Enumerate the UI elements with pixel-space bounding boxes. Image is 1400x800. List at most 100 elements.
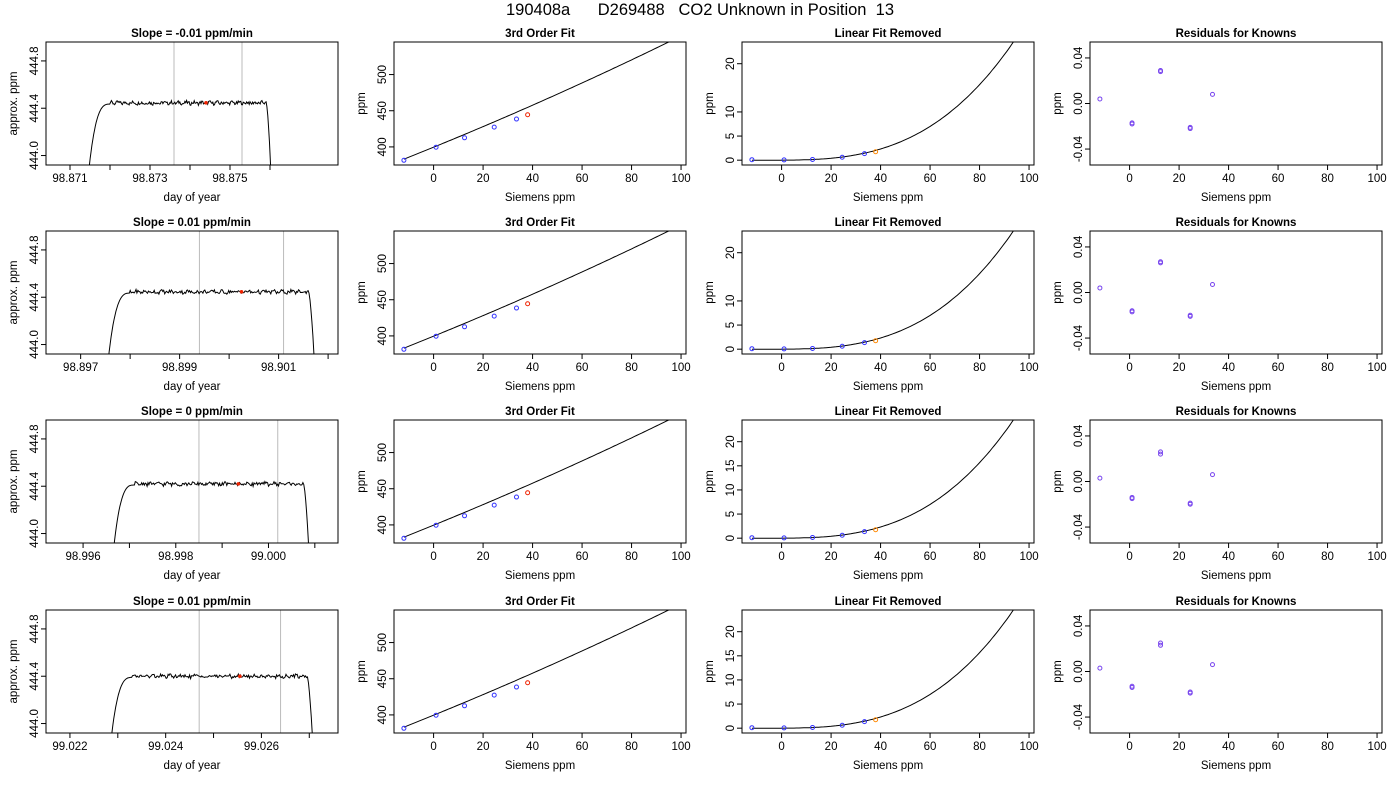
x-tick-label: 40 [526,173,539,185]
x-axis-label: Siemens ppm [1201,192,1271,204]
known-point [810,724,816,730]
y-axis-label: ppm [356,470,368,492]
x-axis-label: Siemens ppm [853,381,923,393]
y-tick-label: 444.0 [29,330,41,359]
residual-point [1158,642,1164,648]
x-tick-label: 80 [625,741,638,753]
y-tick-label: 5 [725,322,737,328]
plot-frame [393,230,687,355]
plot-area [749,610,1014,731]
plot-area [749,42,1014,163]
x-axis-label: Siemens ppm [853,760,923,772]
plot-frame [1089,419,1383,544]
page-title: 190408a D269488 CO2 Unknown in Position … [506,1,894,19]
plot-frame [741,419,1035,544]
subplot: 3rd Order Fit 0 20 40 60 80 100 400 450 500 Siemen… [356,217,691,393]
y-tick-label: 444.0 [29,709,41,738]
y-tick-label: 400 [377,705,389,724]
x-axis-label: day of year [164,570,221,582]
y-axis-label: ppm [356,281,368,303]
x-tick-label: 80 [1321,551,1334,563]
x-tick-label: 20 [825,551,838,563]
known-point [433,333,439,339]
known-point [401,725,407,731]
subplot: Linear Fit Removed 0 20 40 60 80 100 0 5 10 15 20 Si… [704,596,1039,772]
x-axis-label: day of year [164,192,221,204]
x-tick-label: 40 [874,173,887,185]
x-tick-label: 0 [1126,173,1132,185]
x-axis-label: Siemens ppm [505,192,575,204]
y-tick-label: 10 [725,484,737,497]
y-axis-label: approx. ppm [8,261,20,325]
y-tick-label: 444.0 [29,519,41,548]
known-point [781,725,787,731]
known-point [749,535,755,541]
plot-area [401,420,670,541]
x-axis-label: day of year [164,760,221,772]
y-tick-label: 444.4 [29,661,41,690]
x-axis-label: Siemens ppm [853,570,923,582]
y-axis-label: ppm [704,281,716,303]
x-tick-label: 40 [874,362,887,374]
known-point [839,532,845,538]
plot-frame [1089,41,1383,166]
trace-line [108,287,315,354]
subplot-title: 3rd Order Fit [505,406,575,418]
y-axis-label: ppm [356,92,368,114]
y-axis-label: ppm [1052,281,1064,303]
fit-curve [403,42,670,160]
known-point [749,346,755,352]
subplot-title: 3rd Order Fit [505,28,575,40]
residual-curve [751,420,1014,539]
residual-point [1209,472,1215,478]
known-point [401,535,407,541]
x-tick-label: 0 [778,173,784,185]
y-tick-label: 20 [725,435,737,448]
residual-point [1209,662,1215,668]
known-point [513,684,519,690]
residual-point [1209,282,1215,288]
residual-point [1158,640,1164,646]
x-tick-label: 60 [924,362,937,374]
x-tick-label: 80 [973,551,986,563]
y-tick-label: 450 [377,479,389,498]
plot-frame [45,609,339,734]
plot-frame [741,41,1035,166]
x-tick-label: 100 [1019,362,1038,374]
x-tick-label: 60 [924,551,937,563]
x-tick-label: 98.901 [261,362,296,374]
x-tick-label: 99.000 [251,551,286,563]
residual-point [1097,285,1103,291]
x-tick-label: 100 [671,173,690,185]
subplot: Residuals for Knowns 0 20 40 60 80 100 -0.04 0.0… [1052,406,1387,582]
y-tick-label: 20 [725,57,737,70]
x-tick-label: 20 [825,741,838,753]
x-axis-label: Siemens ppm [1201,381,1271,393]
x-tick-label: 60 [1272,741,1285,753]
subplot-title: Linear Fit Removed [835,28,942,40]
y-tick-label: 0 [725,535,737,541]
residual-point [1187,690,1193,696]
x-tick-label: 0 [430,173,436,185]
plot-frame [393,609,687,734]
y-tick-label: 444.4 [29,282,41,311]
y-axis-label: ppm [1052,92,1064,114]
subplot-title: 3rd Order Fit [505,217,575,229]
plot-frame [393,41,687,166]
x-tick-label: 98.873 [132,173,167,185]
y-tick-label: 10 [725,295,737,308]
y-tick-label: 0.04 [1073,424,1085,447]
y-tick-label: 5 [725,133,737,139]
fit-curve [403,231,670,349]
subplot: Slope = 0.01 ppm/min 98.897 98.899 98.901 44… [8,217,339,393]
y-tick-label: 0.04 [1073,46,1085,69]
plot-area [1097,259,1215,319]
x-tick-label: 60 [576,173,589,185]
known-point [401,346,407,352]
known-point [433,712,439,718]
subplot: Residuals for Knowns 0 20 40 60 80 100 -0.04 0.0… [1052,217,1387,393]
x-tick-label: 0 [430,551,436,563]
y-tick-label: 500 [377,254,389,273]
x-tick-label: 0 [430,362,436,374]
residual-point [1158,69,1164,75]
